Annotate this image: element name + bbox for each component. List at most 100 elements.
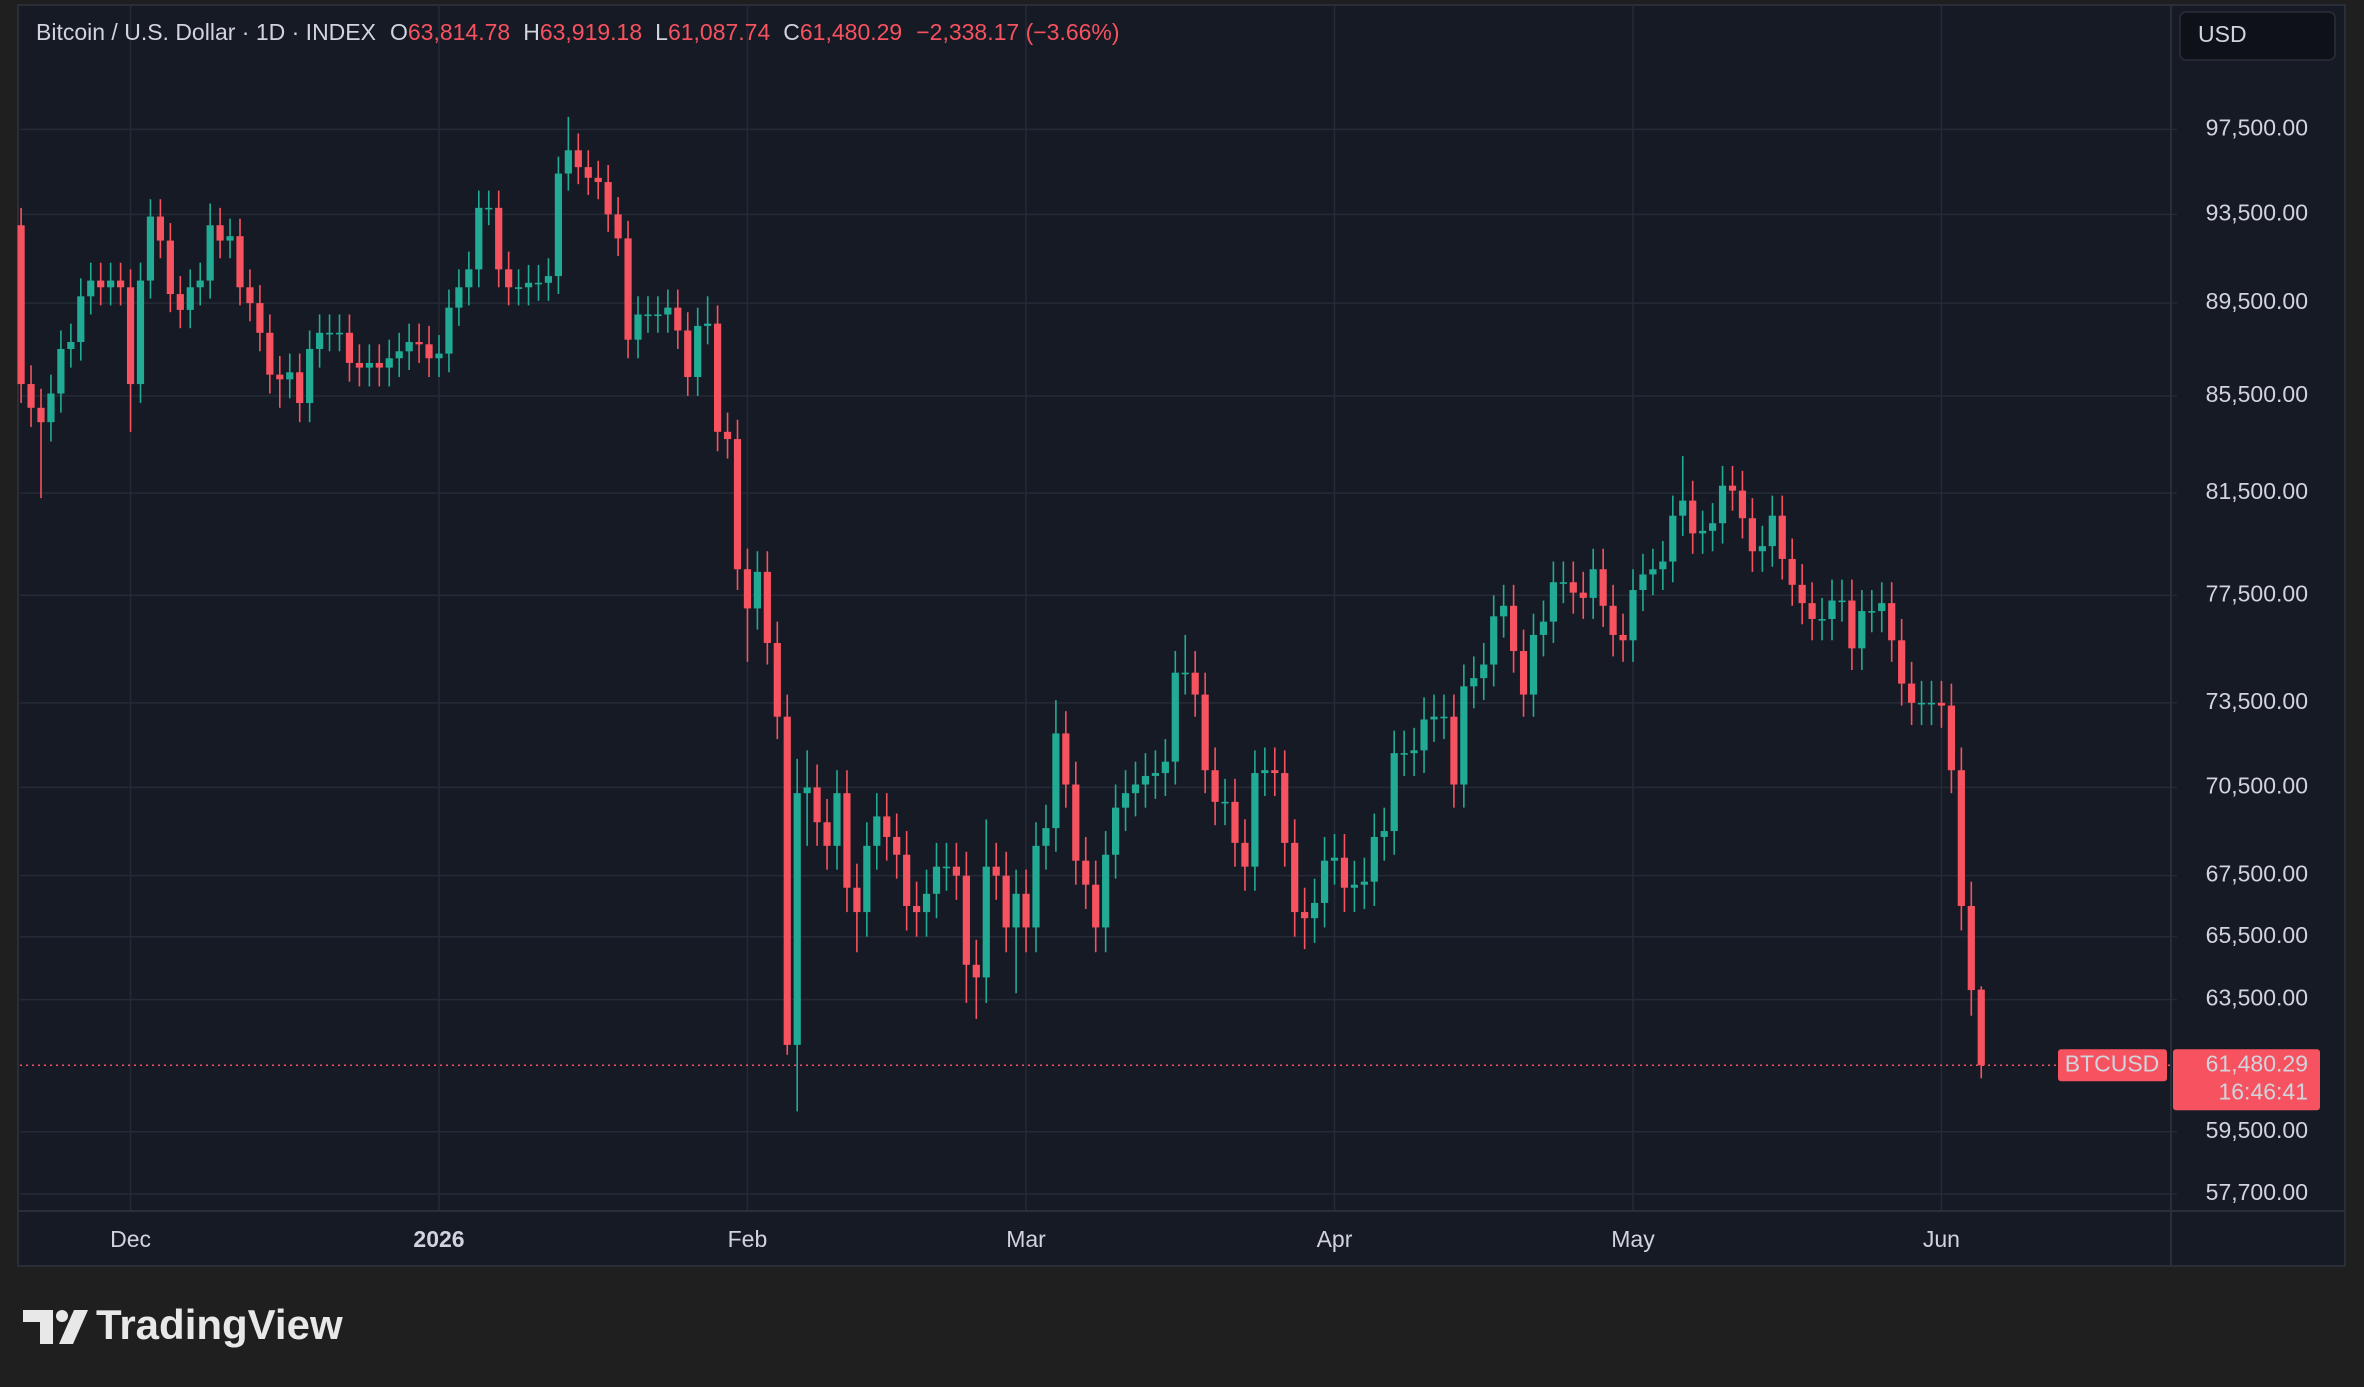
candle-body [803,787,811,794]
candle-body [554,173,562,277]
candle-body [1748,518,1756,552]
candle-body [604,182,612,215]
legend-key: L [655,19,668,45]
candle-body [1788,558,1796,585]
candle-body [1669,515,1677,562]
candle-body [485,207,493,210]
candle-body [505,269,513,288]
candle-body [1957,770,1965,906]
candle-body [97,280,105,288]
x-tick-label: 2026 [413,1226,464,1252]
candle-body [1510,605,1518,652]
candle-body [1868,611,1876,613]
candle-body [823,822,831,846]
currency-button[interactable]: USD [2179,11,2336,61]
y-tick-label: 59,500.00 [2206,1117,2308,1143]
legend-key: O [390,19,408,45]
candle-body [1131,784,1140,794]
symbol-tag-label: BTCUSD [2065,1050,2160,1076]
candle-body [196,280,204,288]
legend-value: 61,480.29 [800,19,902,45]
candle-body [1599,569,1607,606]
candle-body [1231,801,1239,843]
candle-body [1778,515,1786,559]
candle-body [1798,584,1806,604]
y-tick-label: 81,500.00 [2206,478,2308,504]
price-tag-value: 61,480.29 [2206,1050,2308,1076]
candle-body [136,280,145,385]
candle-body [475,207,483,270]
candle-body [564,150,572,174]
candle-body [574,150,582,168]
candle-body [1559,582,1567,584]
candle-body [684,330,692,377]
candle-body [1171,672,1179,762]
candle-body [1818,618,1826,621]
candle-body [236,236,244,288]
candle-body [1291,842,1299,913]
y-tick-label: 93,500.00 [2206,199,2308,225]
candle-body [1320,860,1329,903]
candle-body [733,439,742,570]
candle-body [1728,485,1737,491]
candle-body [435,353,443,359]
candle-body [813,787,821,823]
candle-body [1121,793,1130,808]
legend-value: 63,919.18 [540,19,642,45]
candle-body [674,307,682,331]
candle-body [206,225,214,281]
candle-body [1141,775,1150,785]
candle-body [1181,672,1189,675]
candle-body [1917,702,1926,705]
overlay: BTCUSD [20,1049,2171,1082]
candle-body [544,276,553,283]
candle-body [465,269,473,288]
x-tick-label: Feb [728,1226,768,1252]
candle-body [664,307,672,315]
brand-name: TradingView [96,1301,343,1348]
candle-body [1639,574,1647,591]
candle-body [1400,753,1408,755]
candle-body [375,362,383,368]
currency-button-bg[interactable] [2179,11,2336,61]
candle-body [1221,801,1229,804]
legend-value: 63,814.78 [408,19,510,45]
symbol-tag [2058,1049,2167,1082]
candle-body [1201,694,1209,771]
candle-body [1301,912,1309,919]
candle-body [117,280,125,288]
legend-header: Bitcoin / U.S. Dollar · 1D · INDEX O63,81… [36,19,1120,45]
candle-body [1878,603,1886,612]
candle-body [913,905,921,913]
candle-body [723,431,732,440]
candle-body [1500,605,1508,617]
legend-change: −2,338.17 (−3.66%) [916,19,1119,45]
candle-body [166,240,174,295]
candle-body [932,866,941,894]
candle-body [1579,592,1587,598]
candle-body [405,342,413,352]
chart-panel [17,4,2346,1267]
candle-body [345,332,354,363]
candle-body [793,793,801,1045]
candle-body [863,845,871,913]
candle-body [1072,784,1080,861]
y-tick-label: 63,500.00 [2206,985,2308,1011]
candle-body [77,296,85,343]
candle-body [286,372,294,380]
candle-body [515,287,523,289]
candle-body [743,569,752,609]
candle-body [495,207,503,270]
candle-body [107,280,115,288]
candle-body [843,793,851,888]
x-tick-label: Mar [1006,1226,1046,1252]
candle-body [355,362,363,368]
candle-body [952,866,960,876]
candle-body [534,282,543,285]
candle-body [27,384,35,408]
candle-body [1022,893,1030,928]
candle-body [1529,634,1538,695]
currency-label[interactable]: USD [2198,21,2247,47]
candle-body [1519,651,1528,695]
